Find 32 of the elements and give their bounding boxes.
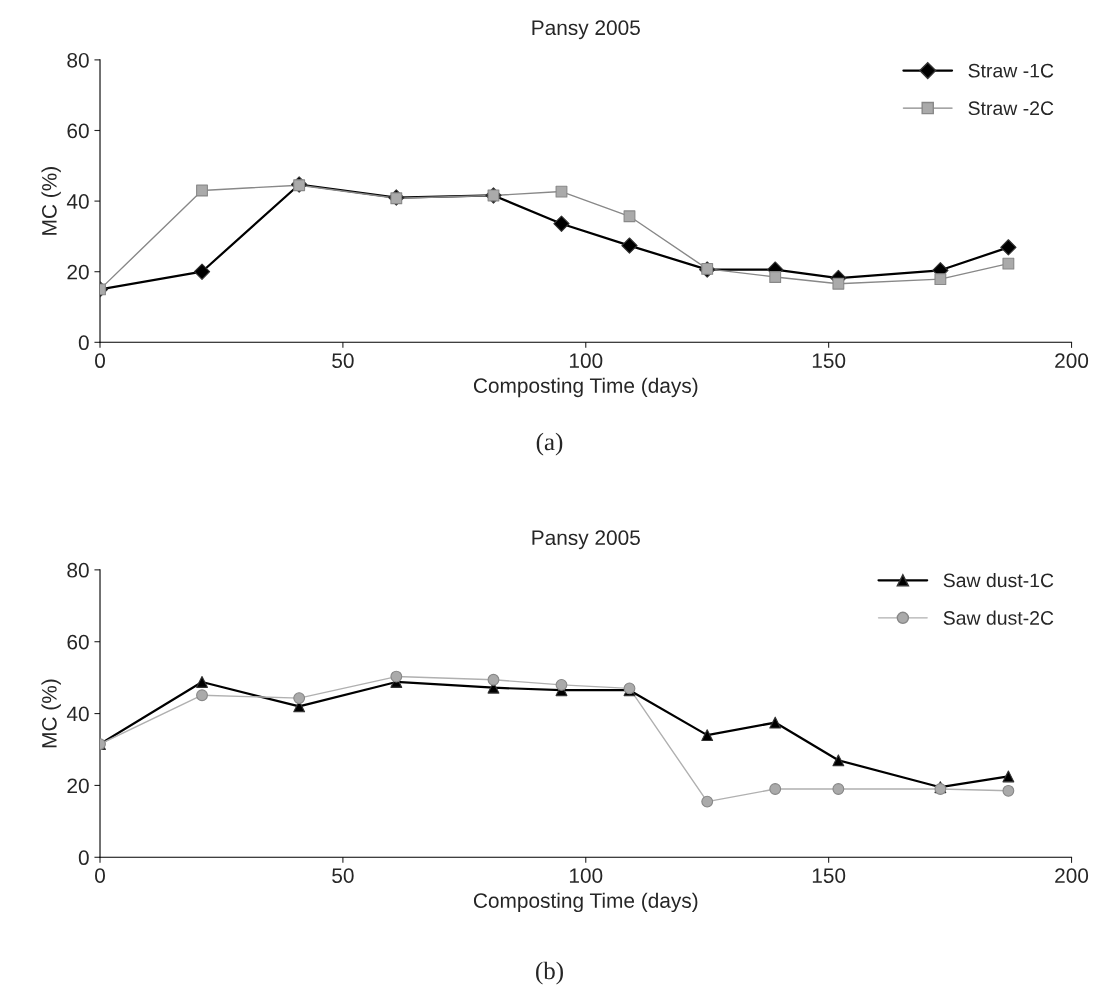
y-tick-label: 60 xyxy=(67,634,89,650)
y-tick-label: 0 xyxy=(78,850,89,866)
legend-label: Saw dust-2C xyxy=(943,610,1054,625)
y-axis-title: MC (%) xyxy=(41,167,61,235)
x-tick-label: 150 xyxy=(812,868,846,883)
x-tick-label: 200 xyxy=(1055,353,1089,369)
y-tick-label: 40 xyxy=(66,706,89,722)
x-tick-label: 0 xyxy=(95,868,105,883)
text: (a) xyxy=(536,432,563,456)
x-axis-title: Composting Time (days) xyxy=(473,892,698,913)
x-tick-label: 50 xyxy=(332,353,354,369)
legend-label: Straw -2C xyxy=(968,101,1054,116)
x-tick-label: 200 xyxy=(1055,868,1089,883)
y-tick-label: 20 xyxy=(67,778,89,794)
text: (b) xyxy=(536,961,563,985)
y-tick-label: 40 xyxy=(66,194,89,209)
x-tick-label: 100 xyxy=(569,868,603,883)
chart-title: Pansy 2005 xyxy=(532,20,640,40)
y-tick-label: 80 xyxy=(67,562,89,578)
x-tick-label: 50 xyxy=(332,868,354,883)
y-tick-label: 20 xyxy=(67,264,89,280)
y-tick-label: 0 xyxy=(78,335,89,351)
legend-label: Straw -1C xyxy=(968,63,1054,78)
legend-label: Saw dust-1C xyxy=(943,572,1054,588)
x-tick-label: 100 xyxy=(569,353,603,369)
chart-title: Pansy 2005 xyxy=(532,530,640,550)
y-tick-label: 60 xyxy=(67,123,89,139)
x-tick-label: 0 xyxy=(95,353,105,369)
y-axis-title: MC (%) xyxy=(41,679,61,748)
x-tick-label: 150 xyxy=(812,353,846,369)
y-tick-label: 80 xyxy=(67,52,89,68)
x-axis-title: Composting Time (days) xyxy=(473,377,698,398)
